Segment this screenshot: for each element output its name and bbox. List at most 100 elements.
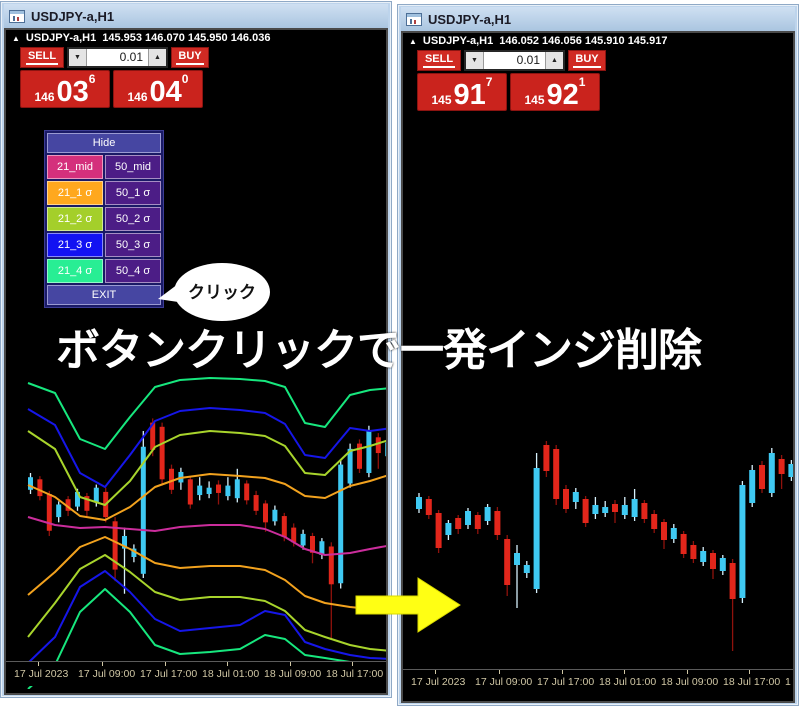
- quote-line: ▲ USDJPY-a,H1 145.953 146.070 145.950 14…: [12, 32, 270, 44]
- axis-label: 17 Jul 2023: [411, 676, 466, 688]
- quote-ohlc: 146.052 146.056 145.910 145.917: [499, 35, 668, 47]
- axis-label: 17 Jul 17:00: [537, 676, 595, 688]
- hide-button[interactable]: Hide: [47, 133, 161, 153]
- volume-increase-button[interactable]: ▲: [545, 52, 563, 69]
- buy-button[interactable]: BUY: [568, 50, 606, 71]
- indicator-button-21[interactable]: 21_3 σ: [47, 233, 103, 257]
- candle-body: [328, 546, 334, 585]
- candle-body: [680, 534, 687, 554]
- axis-tick: [165, 662, 166, 666]
- bubble-text: クリック: [188, 283, 256, 302]
- candle-body: [455, 518, 462, 529]
- axis-tick: [352, 662, 353, 666]
- indicator-button-50[interactable]: 50_2 σ: [105, 207, 161, 231]
- candle-body: [263, 503, 268, 523]
- indicator-button-21[interactable]: 21_mid: [47, 155, 103, 179]
- band-21_1sigma_upper: [27, 473, 386, 521]
- candle-body: [357, 443, 362, 469]
- window-titlebar[interactable]: USDJPY-a,H1: [401, 7, 795, 31]
- candle-body: [572, 492, 579, 502]
- band-21_3sigma_upper: [27, 407, 386, 488]
- candle-body: [749, 470, 756, 503]
- candle-body: [46, 494, 52, 531]
- volume-stepper: ▼ 0.01 ▲: [464, 50, 565, 71]
- candle-body: [651, 514, 658, 529]
- candle-body: [670, 528, 677, 539]
- axis-tick: [102, 662, 103, 666]
- axis-tick: [38, 662, 39, 666]
- candle-body: [122, 536, 127, 549]
- candle-body: [56, 504, 62, 518]
- candle-body: [710, 553, 716, 569]
- candle-body: [759, 465, 765, 489]
- candle-body: [150, 422, 156, 450]
- candle-body: [338, 464, 344, 584]
- buy-button[interactable]: BUY: [171, 47, 209, 68]
- collapse-panel-icon[interactable]: ▲: [12, 33, 20, 43]
- buy-price-box[interactable]: 146 04 0: [113, 70, 203, 108]
- candlestick-chart[interactable]: [403, 33, 795, 697]
- candle-body: [719, 558, 726, 571]
- axis-label: 17 Jul 09:00: [475, 676, 533, 688]
- volume-stepper: ▼ 0.01 ▲: [67, 47, 168, 68]
- candle-body: [661, 522, 667, 540]
- candle-body: [484, 507, 491, 521]
- window-title: USDJPY-a,H1: [428, 11, 512, 27]
- volume-decrease-button[interactable]: ▼: [466, 52, 484, 69]
- axis-label: 18 Jul 01:00: [202, 668, 260, 680]
- candle-body: [140, 446, 146, 574]
- sell-price-box[interactable]: 146 03 6: [20, 70, 110, 108]
- chart-area[interactable]: ▲ USDJPY-a,H1 146.052 146.056 145.910 14…: [401, 31, 795, 703]
- indicator-button-50[interactable]: 50_4 σ: [105, 259, 161, 283]
- sell-button[interactable]: SELL: [417, 50, 461, 71]
- collapse-panel-icon[interactable]: ▲: [409, 36, 417, 46]
- candle-body: [84, 496, 90, 511]
- window-title: USDJPY-a,H1: [31, 8, 115, 24]
- candlestick-chart-with-bollinger-bands[interactable]: [6, 30, 388, 689]
- volume-increase-button[interactable]: ▲: [148, 49, 166, 66]
- sell-price-box[interactable]: 145 91 7: [417, 73, 507, 111]
- chart-area[interactable]: ▲ USDJPY-a,H1 145.953 146.070 145.950 14…: [4, 28, 388, 695]
- quote-symbol: USDJPY-a,H1: [422, 35, 494, 47]
- volume-input[interactable]: 0.01: [119, 50, 143, 64]
- band-21_4sigma_lower: [27, 588, 386, 689]
- candle-body: [93, 487, 99, 503]
- chart-window-icon: [9, 9, 25, 23]
- indicator-button-50[interactable]: 50_mid: [105, 155, 161, 179]
- candle-body: [621, 505, 628, 515]
- axis-tick: [435, 670, 436, 674]
- axis-label: 18 Jul 17:00: [723, 676, 781, 688]
- band-21_2sigma_upper: [27, 430, 386, 506]
- axis-tick: [624, 670, 625, 674]
- candle-body: [28, 477, 33, 490]
- candle-body: [131, 548, 137, 557]
- candle-body: [65, 499, 71, 511]
- exit-button[interactable]: EXIT: [47, 285, 161, 305]
- time-axis[interactable]: 17 Jul 2023 17 Jul 09:00 17 Jul 17:00 18 Ju…: [403, 669, 793, 694]
- candle-body: [729, 563, 736, 599]
- volume-decrease-button[interactable]: ▼: [69, 49, 87, 66]
- sell-button[interactable]: SELL: [20, 47, 64, 68]
- band-21_1sigma_lower: [27, 536, 386, 610]
- volume-input[interactable]: 0.01: [516, 53, 540, 67]
- axis-label: 18 Jul 09:00: [661, 676, 719, 688]
- candle-body: [788, 464, 793, 477]
- axis-tick: [290, 662, 291, 666]
- band-21_2sigma_lower: [27, 554, 386, 652]
- candle-body: [533, 468, 540, 589]
- candle-body: [543, 445, 550, 471]
- indicator-button-50[interactable]: 50_1 σ: [105, 181, 161, 205]
- indicator-button-21[interactable]: 21_1 σ: [47, 181, 103, 205]
- indicator-button-50[interactable]: 50_3 σ: [105, 233, 161, 257]
- candle-body: [700, 551, 707, 562]
- candle-body: [112, 521, 118, 570]
- indicator-button-21[interactable]: 21_4 σ: [47, 259, 103, 283]
- window-titlebar[interactable]: USDJPY-a,H1: [4, 4, 388, 28]
- indicator-button-21[interactable]: 21_2 σ: [47, 207, 103, 231]
- candle-body: [37, 479, 43, 497]
- axis-label: 17 Jul 2023: [14, 668, 69, 680]
- candle-body: [375, 437, 381, 454]
- time-axis[interactable]: 17 Jul 2023 17 Jul 09:00 17 Jul 17:00 18 Ju…: [6, 661, 386, 686]
- candle-body: [416, 497, 422, 509]
- buy-price-box[interactable]: 145 92 1: [510, 73, 600, 111]
